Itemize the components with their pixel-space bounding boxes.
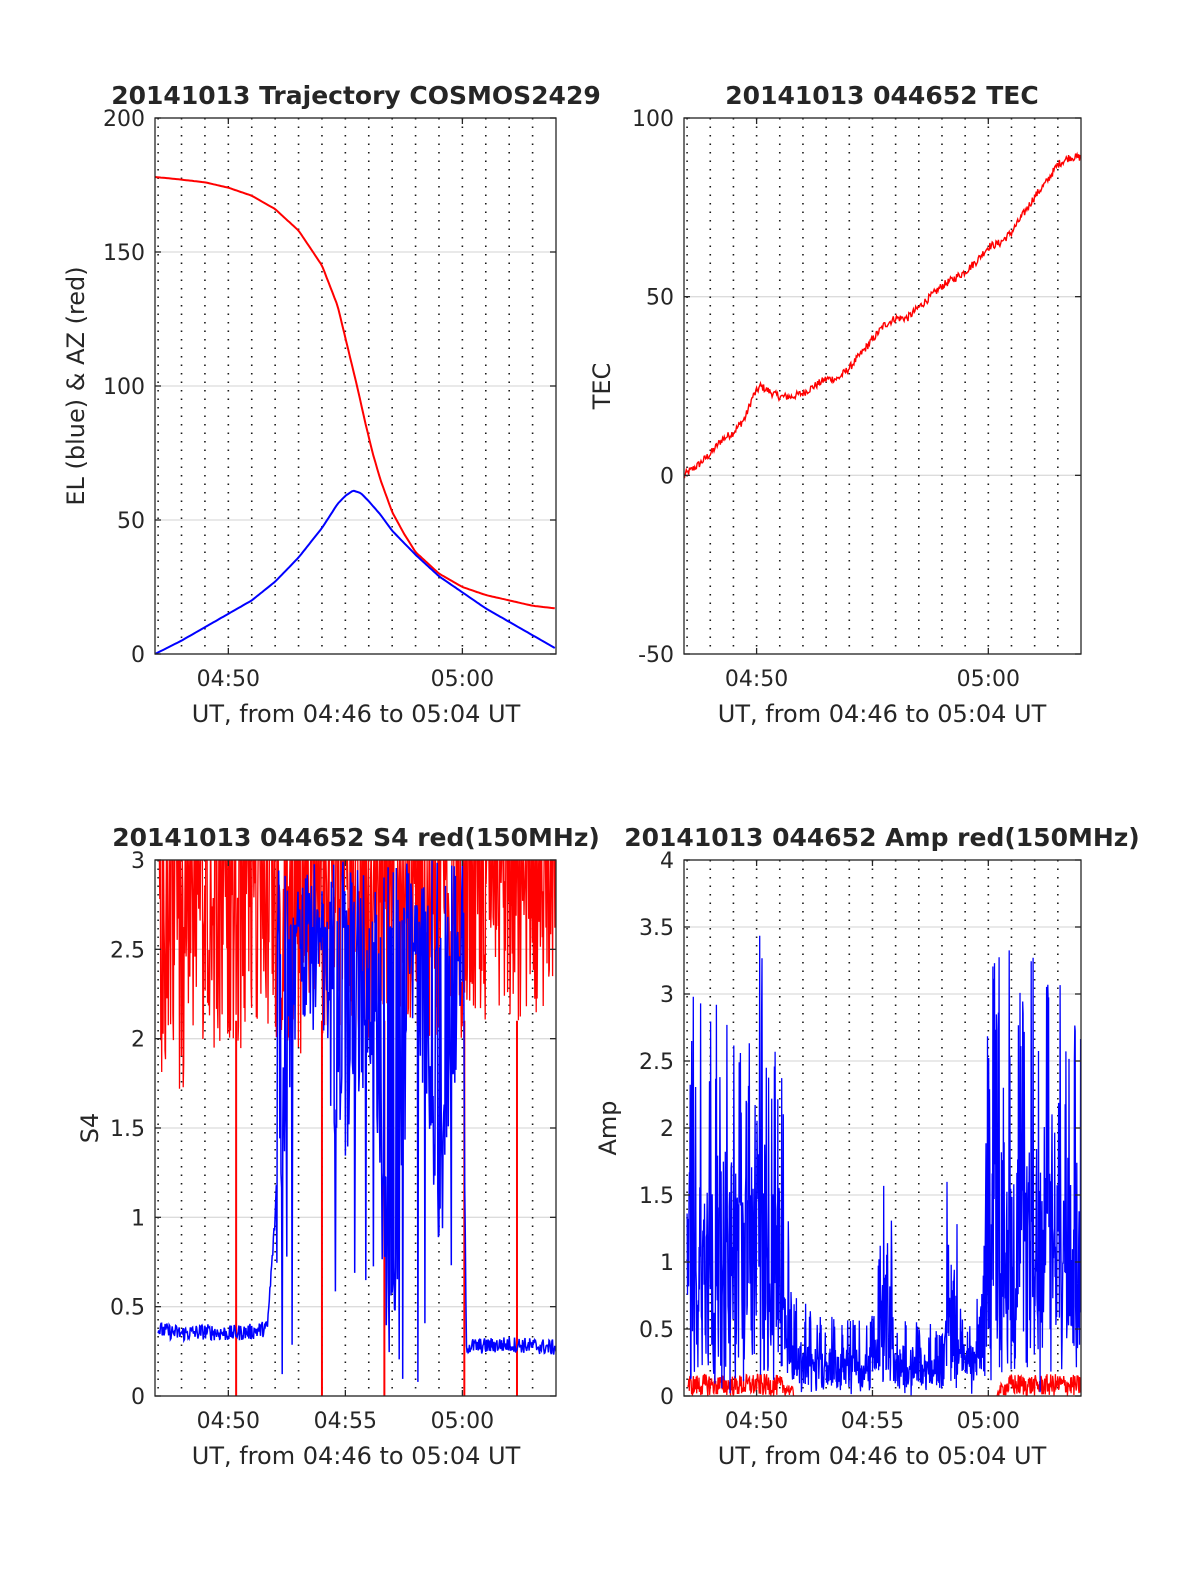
amp-ytick-label: 3 bbox=[660, 983, 674, 1008]
tec-series-red bbox=[684, 151, 1081, 479]
s4-ytick-label: 3 bbox=[131, 849, 145, 874]
s4-panel: 20141013 044652 S4 red(150MHz) S4 UT, fr… bbox=[76, 823, 600, 1470]
trajectory-xlabel: UT, from 04:46 to 05:04 UT bbox=[192, 700, 521, 728]
amp-ytick-label: 3.5 bbox=[639, 916, 674, 941]
s4-xtick-label: 04:50 bbox=[197, 1409, 260, 1434]
amp-ytick-label: 4 bbox=[660, 849, 674, 874]
amp-ytick-label: 0 bbox=[660, 1385, 674, 1410]
trajectory-plot-area bbox=[155, 176, 556, 654]
amp-xtick-label: 05:00 bbox=[957, 1409, 1020, 1434]
s4-ytick-label: 1 bbox=[131, 1206, 145, 1231]
s4-series-red bbox=[158, 860, 556, 1089]
amp-ytick-label: 1.5 bbox=[639, 1184, 674, 1209]
trajectory-ytick-label: 0 bbox=[131, 643, 145, 668]
amp-ytick-label: 0.5 bbox=[639, 1318, 674, 1343]
amp-ytick-label: 1 bbox=[660, 1251, 674, 1276]
trajectory-title: 20141013 Trajectory COSMOS2429 bbox=[111, 81, 601, 110]
amp-ytick-label: 2 bbox=[660, 1117, 674, 1142]
trajectory-panel: 20141013 Trajectory COSMOS2429 EL (blue)… bbox=[62, 81, 601, 728]
s4-ytick-label: 2.5 bbox=[110, 938, 145, 963]
trajectory-ylabel: EL (blue) & AZ (red) bbox=[62, 266, 90, 505]
s4-xlabel: UT, from 04:46 to 05:04 UT bbox=[192, 1442, 521, 1470]
tec-xtick-label: 04:50 bbox=[725, 667, 788, 692]
tec-panel: 20141013 044652 TEC TEC UT, from 04:46 t… bbox=[588, 81, 1082, 728]
trajectory-series-blue bbox=[155, 489, 556, 654]
tec-axes-box bbox=[683, 117, 1082, 655]
tec-ytick-label: -50 bbox=[638, 643, 674, 668]
s4-ylabel: S4 bbox=[76, 1113, 104, 1144]
trajectory-ytick-label: 100 bbox=[103, 375, 145, 400]
trajectory-xtick-label: 05:00 bbox=[431, 667, 494, 692]
s4-title: 20141013 044652 S4 red(150MHz) bbox=[112, 823, 600, 852]
s4-ytick-label: 2 bbox=[131, 1028, 145, 1053]
s4-ytick-label: 1.5 bbox=[110, 1117, 145, 1142]
amp-xlabel: UT, from 04:46 to 05:04 UT bbox=[718, 1442, 1047, 1470]
tec-ytick-label: 50 bbox=[646, 286, 674, 311]
amp-plot-area bbox=[686, 935, 1081, 1396]
tec-ylabel: TEC bbox=[588, 363, 616, 411]
trajectory-ytick-label: 50 bbox=[117, 509, 145, 534]
amp-xtick-label: 04:55 bbox=[841, 1409, 904, 1434]
amp-panel: 20141013 044652 Amp red(150MHz) Amp UT, … bbox=[594, 823, 1140, 1470]
s4-series-blue bbox=[157, 860, 556, 1382]
s4-xtick-label: 05:00 bbox=[431, 1409, 494, 1434]
trajectory-xtick-label: 04:50 bbox=[197, 667, 260, 692]
s4-ytick-label: 0.5 bbox=[110, 1296, 145, 1321]
tec-ytick-label: 100 bbox=[632, 107, 674, 132]
amp-series-red bbox=[687, 1373, 1081, 1396]
amp-xtick-label: 04:50 bbox=[725, 1409, 788, 1434]
amp-ylabel: Amp bbox=[594, 1100, 622, 1155]
tec-title: 20141013 044652 TEC bbox=[725, 81, 1038, 110]
amp-ytick-label: 2.5 bbox=[639, 1050, 674, 1075]
tec-ytick-label: 0 bbox=[660, 464, 674, 489]
tec-xtick-label: 05:00 bbox=[957, 667, 1020, 692]
amp-series-blue bbox=[686, 935, 1081, 1396]
s4-plot-area bbox=[157, 860, 556, 1396]
trajectory-series-red bbox=[155, 176, 555, 610]
s4-ytick-label: 0 bbox=[131, 1385, 145, 1410]
tec-xlabel: UT, from 04:46 to 05:04 UT bbox=[718, 700, 1047, 728]
trajectory-ytick-label: 150 bbox=[103, 241, 145, 266]
s4-xtick-label: 04:55 bbox=[314, 1409, 377, 1434]
tec-plot-area bbox=[684, 151, 1081, 479]
trajectory-ytick-label: 200 bbox=[103, 107, 145, 132]
amp-title: 20141013 044652 Amp red(150MHz) bbox=[624, 823, 1140, 852]
